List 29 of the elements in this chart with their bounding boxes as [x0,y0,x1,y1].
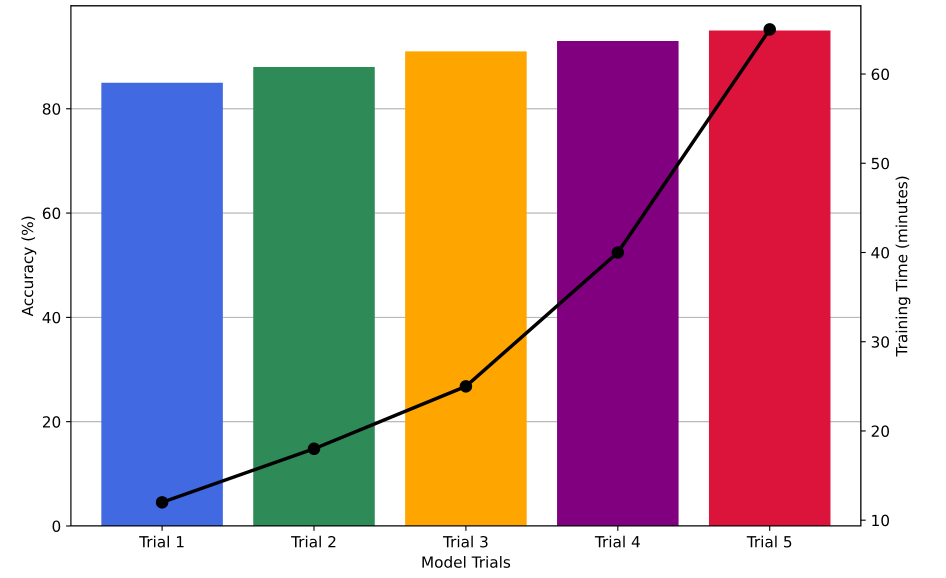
x-tick-label: Trial 5 [746,536,792,548]
point [308,442,320,456]
bar [708,30,830,526]
point [460,380,472,393]
y2-axis-title: Training Time (minutes) [896,176,910,356]
y2-tick-label: 50 [872,158,890,170]
y-tick-label: 60 [42,208,60,220]
x-axis-title: Model Trials [422,556,510,568]
bar [405,51,527,526]
x-tick-label: Trial 4 [594,536,640,548]
x-tick-label: Trial 2 [291,536,336,548]
y2-tick-label: 10 [872,514,890,526]
point [156,496,168,509]
point [612,246,624,259]
bar [253,67,375,526]
y-tick-label: 80 [42,103,60,115]
y-tick-label: 20 [42,416,60,428]
y2-tick-label: 40 [871,246,890,259]
y-tick-label: 0 [52,520,60,532]
y2-tick-label: 30 [872,336,890,348]
y2-tick-label: 20 [872,425,890,437]
bar [557,40,679,526]
bar [101,82,223,526]
y-axis-title: Accuracy (%) [21,216,36,316]
y-tick-label: 40 [42,312,60,324]
x-tick-label: Trial 1 [139,536,184,548]
point [763,23,776,36]
y2-tick-label: 60 [872,68,890,80]
x-tick-label: Trial 3 [442,536,488,548]
